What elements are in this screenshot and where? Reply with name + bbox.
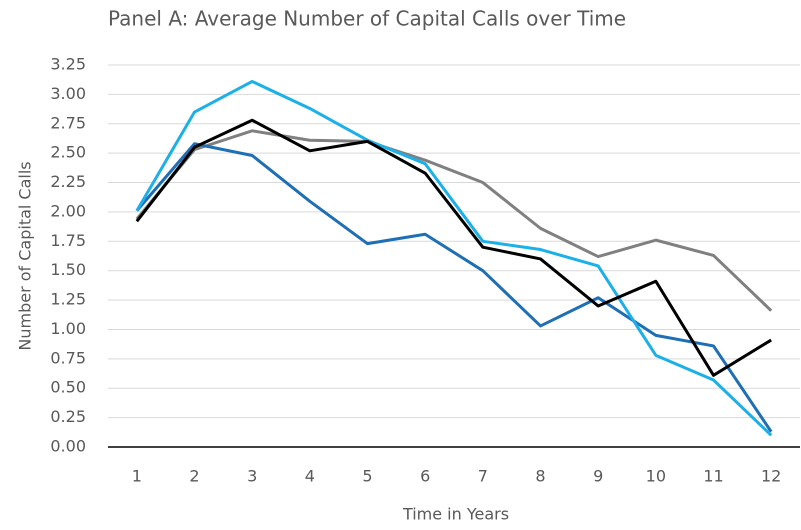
series-line (135, 79, 773, 437)
series-line (135, 118, 772, 377)
x-tick-label: 9 (593, 467, 603, 486)
y-tick-label: 0.75 (50, 348, 86, 367)
y-tick-label: 0.25 (50, 407, 86, 426)
x-tick-label: 7 (478, 467, 488, 486)
y-tick-label: 2.00 (50, 201, 86, 220)
x-tick-label: 11 (703, 467, 723, 486)
x-tick-label: 3 (247, 467, 257, 486)
y-tick-label: 3.25 (50, 55, 86, 74)
y-tick-label: 2.25 (50, 172, 86, 191)
y-tick-label: 3.00 (50, 84, 86, 103)
y-tick-label: 2.75 (50, 113, 86, 132)
x-tick-label: 1 (132, 467, 142, 486)
y-tick-label: 1.00 (50, 319, 86, 338)
y-tick-label: 1.50 (50, 260, 86, 279)
y-axis-label: Number of Capital Calls (16, 161, 35, 350)
y-tick-label: 0.50 (50, 378, 86, 397)
y-tick-label: 1.25 (50, 290, 86, 309)
y-tick-label: 2.50 (50, 143, 86, 162)
y-tick-label: 1.75 (50, 231, 86, 250)
x-tick-label: 8 (535, 467, 545, 486)
x-axis-label: Time in Years (402, 505, 509, 524)
x-tick-label: 4 (305, 467, 315, 486)
x-tick-label: 10 (646, 467, 666, 486)
chart-title: Panel A: Average Number of Capital Calls… (108, 7, 626, 31)
series-line (135, 142, 773, 433)
x-tick-label: 12 (761, 467, 781, 486)
x-tick-label: 5 (362, 467, 372, 486)
x-tick-label: 6 (420, 467, 430, 486)
series-line (135, 129, 773, 312)
y-tick-label: 0.00 (50, 437, 86, 456)
x-tick-label: 2 (189, 467, 199, 486)
